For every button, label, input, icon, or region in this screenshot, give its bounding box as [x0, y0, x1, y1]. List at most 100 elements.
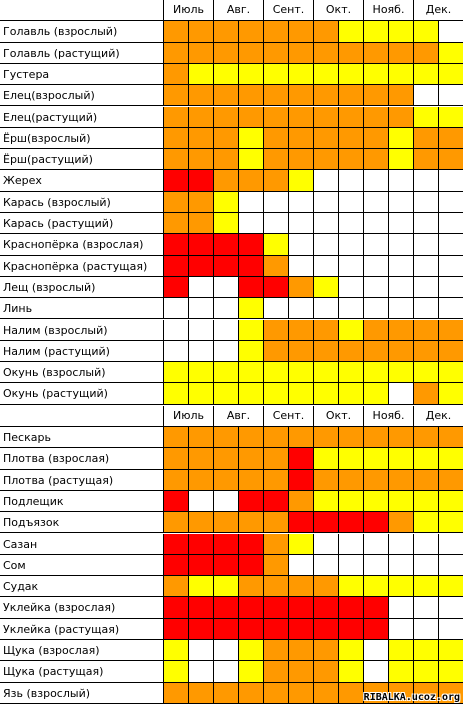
activity-cell	[214, 276, 239, 299]
activity-cell	[264, 170, 289, 192]
activity-cell	[189, 554, 214, 577]
activity-cell	[339, 276, 364, 299]
activity-cell	[339, 469, 364, 491]
fish-name: Щука (растущая)	[0, 661, 164, 683]
activity-cell	[439, 427, 463, 449]
activity-cell	[314, 21, 339, 43]
activity-cell	[164, 490, 189, 513]
fish-name: Карась (взрослый)	[0, 191, 164, 213]
watermark: RIBALKA.ucoz.org	[363, 692, 460, 703]
activity-cell	[439, 512, 463, 534]
activity-cell	[364, 554, 389, 577]
activity-cell	[214, 682, 239, 704]
activity-cell	[314, 234, 339, 256]
activity-cell	[414, 276, 439, 299]
activity-cell	[389, 533, 414, 555]
month-header: Сент.	[264, 405, 314, 427]
activity-cell	[364, 597, 389, 619]
activity-cell	[314, 383, 339, 405]
activity-cell	[314, 340, 339, 363]
activity-cell	[239, 554, 264, 577]
fish-name: Пескарь	[0, 427, 164, 449]
fish-name: Ёрш(взрослый)	[0, 127, 164, 150]
activity-cell	[214, 298, 239, 320]
activity-cell	[239, 383, 264, 405]
activity-cell	[339, 427, 364, 449]
activity-cell	[339, 21, 364, 43]
activity-cell	[264, 319, 289, 341]
activity-cell	[214, 554, 239, 577]
activity-cell	[164, 427, 189, 449]
activity-cell	[314, 362, 339, 384]
activity-cell	[189, 191, 214, 213]
activity-cell	[339, 85, 364, 107]
activity-cell	[439, 533, 463, 555]
activity-cell	[314, 533, 339, 555]
activity-cell	[264, 234, 289, 256]
activity-cell	[314, 469, 339, 491]
activity-cell	[164, 448, 189, 470]
month-header: Окт.	[314, 405, 364, 427]
activity-cell	[189, 63, 214, 86]
activity-cell	[239, 640, 264, 662]
activity-cell	[264, 255, 289, 277]
activity-cell	[339, 448, 364, 470]
activity-cell	[389, 618, 414, 640]
activity-cell	[414, 213, 439, 235]
activity-cell	[289, 106, 314, 128]
activity-cell	[439, 682, 463, 704]
fish-name: Плотва (взрослая)	[0, 448, 164, 470]
activity-cell	[164, 42, 189, 64]
fish-name: Елец(взрослый)	[0, 85, 164, 107]
activity-cell	[289, 554, 314, 577]
activity-cell	[414, 427, 439, 449]
activity-cell	[389, 576, 414, 598]
activity-cell	[289, 533, 314, 555]
activity-cell	[189, 319, 214, 341]
activity-cell	[314, 191, 339, 213]
activity-cell	[214, 576, 239, 598]
activity-cell	[339, 383, 364, 405]
fish-name: Налим (взрослый)	[0, 319, 164, 341]
activity-cell	[314, 170, 339, 192]
activity-cell	[239, 362, 264, 384]
activity-cell	[239, 63, 264, 86]
fish-name: Подъязок	[0, 512, 164, 534]
activity-cell	[289, 85, 314, 107]
activity-cell	[389, 597, 414, 619]
activity-cell	[289, 661, 314, 683]
activity-cell	[414, 682, 439, 704]
activity-cell	[214, 319, 239, 341]
activity-cell	[264, 276, 289, 299]
activity-cell	[264, 213, 289, 235]
activity-cell	[414, 298, 439, 320]
activity-cell	[389, 640, 414, 662]
activity-cell	[289, 149, 314, 171]
activity-cell	[264, 362, 289, 384]
activity-cell	[264, 383, 289, 405]
activity-cell	[239, 42, 264, 64]
activity-cell	[339, 127, 364, 150]
activity-cell	[439, 554, 463, 577]
activity-cell	[289, 276, 314, 299]
activity-cell	[164, 469, 189, 491]
activity-cell	[264, 21, 289, 43]
activity-cell	[289, 42, 314, 64]
activity-cell	[314, 682, 339, 704]
activity-cell	[314, 213, 339, 235]
activity-cell	[439, 42, 463, 64]
activity-cell	[239, 106, 264, 128]
activity-cell	[189, 170, 214, 192]
activity-cell	[389, 213, 414, 235]
activity-cell	[214, 213, 239, 235]
activity-cell	[439, 319, 463, 341]
activity-cell	[339, 149, 364, 171]
activity-cell	[189, 149, 214, 171]
activity-cell	[189, 618, 214, 640]
activity-cell	[214, 618, 239, 640]
activity-cell	[439, 362, 463, 384]
activity-cell	[389, 21, 414, 43]
activity-cell	[214, 640, 239, 662]
activity-cell	[214, 63, 239, 86]
activity-cell	[389, 255, 414, 277]
